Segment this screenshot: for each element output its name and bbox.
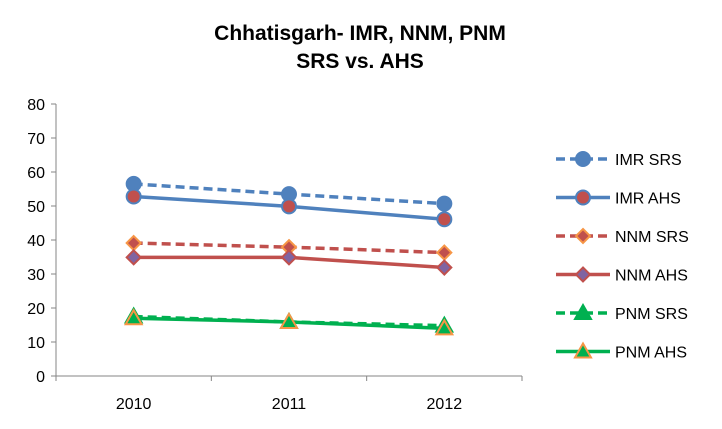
legend-label: IMR SRS: [615, 152, 682, 169]
y-tick-label: 40: [27, 233, 45, 250]
data-point-imr-ahs: [281, 198, 297, 215]
data-point-imr-ahs: [436, 211, 453, 228]
x-tick-label: 2011: [272, 396, 307, 413]
data-point-pnm-ahs: [123, 308, 144, 326]
legend-marker: [573, 302, 593, 320]
x-tick-label: 2012: [427, 396, 463, 413]
legend-marker: [575, 189, 591, 206]
data-point-nnm-ahs: [125, 248, 143, 266]
y-tick-label: 0: [36, 369, 45, 386]
legend-marker: [573, 341, 593, 359]
data-point-nnm-srs: [125, 234, 143, 252]
y-tick-label: 70: [27, 131, 45, 148]
y-tick-label: 50: [27, 199, 45, 216]
legend-label: NNM AHS: [615, 268, 688, 285]
legend-marker: [574, 227, 592, 245]
y-tick-label: 20: [27, 301, 45, 318]
data-point-imr-srs: [436, 195, 453, 212]
chart-title-line-2: SRS vs. AHS: [296, 50, 424, 73]
y-tick-label: 30: [27, 267, 45, 284]
data-point-pnm-ahs: [434, 318, 455, 336]
data-point-nnm-ahs: [435, 259, 453, 276]
x-tick-label: 2010: [116, 396, 152, 413]
chart-title-line-1: Chhatisgarh- IMR, NNM, PNM: [214, 22, 506, 45]
legend-label: PNM SRS: [615, 306, 688, 323]
legend-marker: [574, 266, 592, 283]
y-tick-label: 10: [27, 335, 45, 352]
data-point-pnm-ahs: [279, 311, 299, 329]
y-tick-label: 80: [27, 97, 45, 114]
data-point-nnm-srs: [435, 244, 453, 261]
legend-marker: [575, 151, 591, 167]
y-tick-label: 60: [27, 165, 45, 182]
data-point-nnm-ahs: [280, 248, 298, 266]
legend-label: PNM AHS: [615, 345, 687, 362]
legend-label: IMR AHS: [615, 191, 681, 208]
legend-label: NNM SRS: [615, 229, 689, 246]
data-point-imr-ahs: [125, 188, 142, 205]
